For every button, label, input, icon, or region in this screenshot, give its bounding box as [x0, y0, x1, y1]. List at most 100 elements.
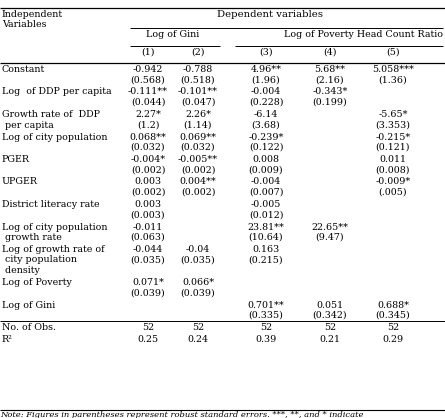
- Text: Log of Gini: Log of Gini: [146, 30, 200, 39]
- Text: UPGER: UPGER: [2, 178, 38, 186]
- Text: (0.518): (0.518): [181, 76, 215, 84]
- Text: (0.044): (0.044): [131, 98, 165, 107]
- Text: (3): (3): [259, 48, 273, 57]
- Text: (0.003): (0.003): [131, 211, 165, 219]
- Text: 52: 52: [192, 323, 204, 332]
- Text: (0.032): (0.032): [131, 143, 165, 152]
- Text: 0.21: 0.21: [320, 335, 340, 344]
- Text: (1.2): (1.2): [137, 120, 159, 130]
- Text: Log of Gini: Log of Gini: [2, 301, 55, 309]
- Text: -0.942: -0.942: [133, 65, 163, 74]
- Text: -0.005: -0.005: [251, 200, 281, 209]
- Text: (0.342): (0.342): [313, 311, 347, 320]
- Text: 0.008: 0.008: [252, 155, 279, 164]
- Text: 0.068**: 0.068**: [129, 133, 166, 142]
- Text: (.005): (.005): [379, 188, 407, 197]
- Text: 23.81**: 23.81**: [247, 222, 284, 232]
- Text: (0.002): (0.002): [181, 188, 215, 197]
- Text: (0.035): (0.035): [181, 255, 215, 265]
- Text: growth rate: growth rate: [2, 233, 62, 242]
- Text: 0.29: 0.29: [382, 335, 404, 344]
- Text: (0.035): (0.035): [131, 255, 166, 265]
- Text: -0.101**: -0.101**: [178, 87, 218, 97]
- Text: (10.64): (10.64): [249, 233, 283, 242]
- Text: (3.68): (3.68): [251, 120, 280, 130]
- Text: (0.039): (0.039): [181, 288, 215, 298]
- Text: PGER: PGER: [2, 155, 30, 164]
- Text: Growth rate of  DDP: Growth rate of DDP: [2, 110, 100, 119]
- Text: Log of Poverty: Log of Poverty: [2, 278, 72, 287]
- Text: (0.032): (0.032): [181, 143, 215, 152]
- Text: Dependent variables: Dependent variables: [217, 10, 323, 19]
- Text: (1.96): (1.96): [251, 76, 280, 84]
- Text: (0.012): (0.012): [249, 211, 283, 219]
- Text: 0.701**: 0.701**: [247, 301, 284, 309]
- Text: (0.335): (0.335): [249, 311, 283, 320]
- Text: (1): (1): [141, 48, 155, 57]
- Text: (0.047): (0.047): [181, 98, 215, 107]
- Text: (0.009): (0.009): [249, 166, 283, 174]
- Text: Log  of DDP per capita: Log of DDP per capita: [2, 87, 112, 97]
- Text: Log of city population: Log of city population: [2, 133, 108, 142]
- Text: -0.788: -0.788: [183, 65, 213, 74]
- Text: per capita: per capita: [2, 120, 54, 130]
- Text: 0.011: 0.011: [380, 155, 406, 164]
- Text: 0.24: 0.24: [187, 335, 209, 344]
- Text: (3.353): (3.353): [376, 120, 410, 130]
- Text: -0.004: -0.004: [251, 178, 281, 186]
- Text: 0.004**: 0.004**: [180, 178, 216, 186]
- Text: (0.228): (0.228): [249, 98, 283, 107]
- Text: -0.215*: -0.215*: [376, 133, 411, 142]
- Text: (0.002): (0.002): [131, 166, 165, 174]
- Text: (4): (4): [323, 48, 337, 57]
- Text: 52: 52: [324, 323, 336, 332]
- Text: 0.688*: 0.688*: [377, 301, 409, 309]
- Text: (0.002): (0.002): [131, 188, 165, 197]
- Text: (0.215): (0.215): [249, 255, 283, 265]
- Text: -0.004*: -0.004*: [130, 155, 166, 164]
- Text: (0.063): (0.063): [131, 233, 166, 242]
- Text: density: density: [2, 266, 40, 275]
- Text: 0.163: 0.163: [252, 245, 279, 254]
- Text: Note: Figures in parentheses represent robust standard errors. ***, **, and * in: Note: Figures in parentheses represent r…: [0, 411, 364, 418]
- Text: -0.009*: -0.009*: [376, 178, 411, 186]
- Text: 5.058***: 5.058***: [372, 65, 414, 74]
- Text: -0.005**: -0.005**: [178, 155, 218, 164]
- Text: 52: 52: [260, 323, 272, 332]
- Text: 0.071*: 0.071*: [132, 278, 164, 287]
- Text: 0.003: 0.003: [134, 200, 162, 209]
- Text: -0.044: -0.044: [133, 245, 163, 254]
- Text: 5.68**: 5.68**: [315, 65, 345, 74]
- Text: -5.65*: -5.65*: [378, 110, 408, 119]
- Text: 0.051: 0.051: [316, 301, 344, 309]
- Text: (0.122): (0.122): [249, 143, 283, 152]
- Text: Independent: Independent: [2, 10, 63, 19]
- Text: -0.004: -0.004: [251, 87, 281, 97]
- Text: R²: R²: [2, 335, 13, 344]
- Text: (0.199): (0.199): [313, 98, 348, 107]
- Text: 0.069**: 0.069**: [179, 133, 217, 142]
- Text: (1.36): (1.36): [379, 76, 407, 84]
- Text: -0.111**: -0.111**: [128, 87, 168, 97]
- Text: 2.26*: 2.26*: [185, 110, 211, 119]
- Text: -6.14: -6.14: [254, 110, 278, 119]
- Text: city population: city population: [2, 255, 77, 265]
- Text: (0.008): (0.008): [376, 166, 410, 174]
- Text: Constant: Constant: [2, 65, 45, 74]
- Text: (0.002): (0.002): [181, 166, 215, 174]
- Text: (5): (5): [386, 48, 400, 57]
- Text: (2): (2): [191, 48, 205, 57]
- Text: Log of city population: Log of city population: [2, 222, 108, 232]
- Text: District literacy rate: District literacy rate: [2, 200, 100, 209]
- Text: 0.066*: 0.066*: [182, 278, 214, 287]
- Text: (0.039): (0.039): [131, 288, 166, 298]
- Text: No. of Obs.: No. of Obs.: [2, 323, 56, 332]
- Text: (2.16): (2.16): [316, 76, 344, 84]
- Text: 0.39: 0.39: [255, 335, 277, 344]
- Text: 0.003: 0.003: [134, 178, 162, 186]
- Text: (0.345): (0.345): [376, 311, 410, 320]
- Text: (0.007): (0.007): [249, 188, 283, 197]
- Text: (0.568): (0.568): [131, 76, 166, 84]
- Text: -0.04: -0.04: [186, 245, 210, 254]
- Text: (1.14): (1.14): [184, 120, 212, 130]
